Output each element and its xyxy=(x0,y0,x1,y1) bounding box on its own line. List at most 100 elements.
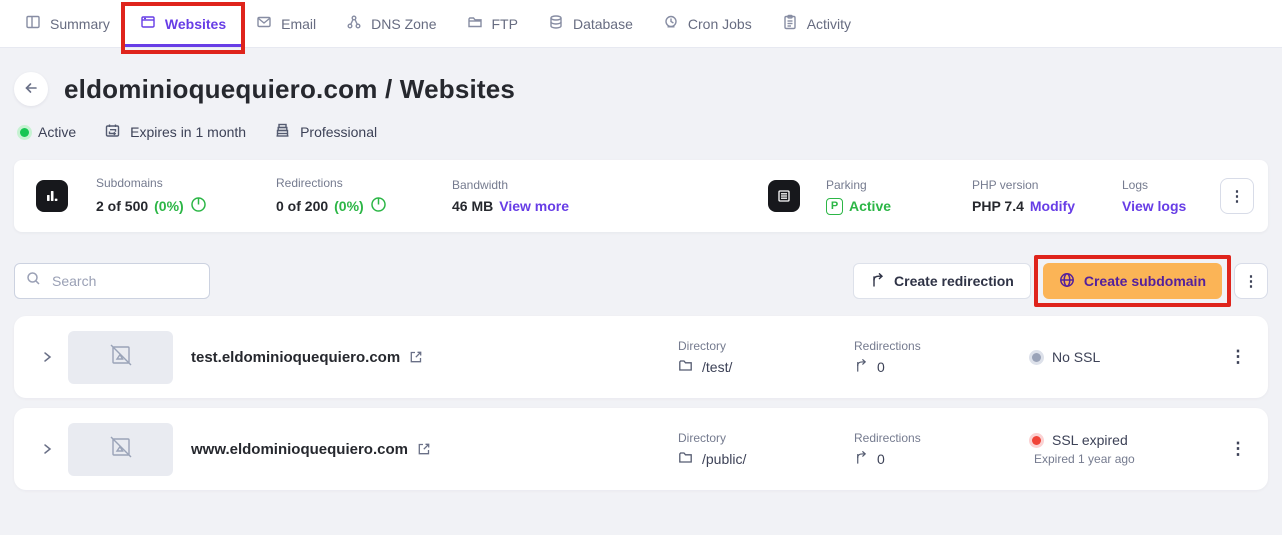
server-icon xyxy=(768,180,800,212)
external-link-icon[interactable] xyxy=(417,442,431,456)
tab-label: FTP xyxy=(491,15,518,32)
tab-label: Websites xyxy=(164,15,227,32)
kebab-icon: ⋮ xyxy=(1229,439,1247,458)
no-image-icon xyxy=(108,342,134,373)
kebab-icon: ⋮ xyxy=(1243,272,1259,290)
usage-stats-card: Subdomains 2 of 500 (0%) Redirections 0 … xyxy=(14,160,1268,232)
cron-jobs-icon xyxy=(663,14,679,33)
domain-badges: Active Expires in 1 month Professional xyxy=(20,122,1260,142)
redirections-stat: Redirections 0 of 200 (0%) xyxy=(276,176,424,216)
directory-cell: Directory /public/ xyxy=(678,431,854,468)
subdomains-label: Subdomains xyxy=(96,176,163,190)
bandwidth-label: Bandwidth xyxy=(452,178,509,192)
redirections-value: 0 xyxy=(877,450,885,467)
ssl-status-dot xyxy=(1032,352,1041,362)
ssl-cell: No SSL xyxy=(1032,349,1218,365)
redirections-cell-label: Redirections xyxy=(854,339,921,353)
php-version-stat: PHP version PHP 7.4 Modify xyxy=(972,178,1096,214)
redirect-arrow-icon xyxy=(854,358,868,375)
ssl-cell: SSL expired Expired 1 year ago xyxy=(1032,432,1218,466)
back-button[interactable] xyxy=(14,72,48,106)
toolbar-kebab-menu-button[interactable]: ⋮ xyxy=(1234,263,1268,299)
tab-dns-zone[interactable]: DNS Zone xyxy=(331,0,451,47)
php-version-label: PHP version xyxy=(972,178,1039,192)
status-badge: Active xyxy=(20,124,76,140)
tab-label: Database xyxy=(572,15,633,32)
websites-toolbar: Create redirection Create subdomain ⋮ xyxy=(14,255,1268,307)
tab-cron-jobs[interactable]: Cron Jobs xyxy=(648,0,767,47)
page-title: eldominioquequiero.com / Websites xyxy=(64,73,516,104)
expand-chevron-icon[interactable] xyxy=(26,442,68,456)
no-image-icon xyxy=(108,434,134,465)
bandwidth-stat: Bandwidth 46 MB View more xyxy=(452,178,572,214)
ssl-status-label: No SSL xyxy=(1052,349,1101,365)
subdomains-value: 2 of 500 xyxy=(96,198,149,214)
external-link-icon[interactable] xyxy=(409,350,423,364)
ssl-expiry-note: Expired 1 year ago xyxy=(1034,452,1135,466)
site-domain: test.eldominioquequiero.com xyxy=(191,349,678,366)
usage-gauge-icon xyxy=(370,196,387,216)
redirect-arrow-icon xyxy=(854,450,868,467)
activity-icon xyxy=(782,14,798,33)
tab-summary[interactable]: Summary xyxy=(10,0,125,47)
expand-chevron-icon[interactable] xyxy=(26,350,68,364)
view-logs-link[interactable]: View logs xyxy=(1122,198,1187,214)
websites-icon xyxy=(140,14,156,33)
stats-kebab-menu-button[interactable]: ⋮ xyxy=(1220,178,1254,214)
row-kebab-menu-button[interactable]: ⋮ xyxy=(1224,438,1253,460)
page-header: eldominioquequiero.com / Websites Active… xyxy=(0,48,1282,142)
calendar-renew-icon xyxy=(104,122,121,142)
subdomains-stat: Subdomains 2 of 500 (0%) xyxy=(96,176,248,216)
create-subdomain-label: Create subdomain xyxy=(1083,273,1206,289)
bandwidth-view-more-link[interactable]: View more xyxy=(499,198,570,214)
parking-label: Parking xyxy=(826,177,867,192)
php-version-value: PHP 7.4 xyxy=(972,198,1024,214)
tab-label: Activity xyxy=(806,15,852,32)
tab-ftp[interactable]: FTP xyxy=(452,0,533,47)
redirections-cell: Redirections 0 xyxy=(854,431,1032,467)
ftp-icon xyxy=(467,14,483,33)
parking-value: Active xyxy=(849,198,892,214)
plan-building-icon xyxy=(274,122,291,142)
create-redirection-button[interactable]: Create redirection xyxy=(853,263,1031,299)
tab-email[interactable]: Email xyxy=(241,0,331,47)
tab-label: Summary xyxy=(50,15,110,32)
redirections-value: 0 xyxy=(877,358,885,375)
dns-zone-icon xyxy=(346,14,362,33)
tab-websites[interactable]: Websites xyxy=(120,0,246,54)
site-thumbnail-placeholder xyxy=(68,330,173,384)
logs-stat: Logs View logs xyxy=(1122,178,1194,214)
redirect-arrow-icon xyxy=(870,272,885,290)
globe-icon xyxy=(1059,272,1075,291)
directory-cell-label: Directory xyxy=(678,430,727,445)
row-kebab-menu-button[interactable]: ⋮ xyxy=(1224,346,1253,368)
status-label: Active xyxy=(38,124,77,140)
redirections-cell-label: Redirections xyxy=(854,431,921,445)
tab-activity[interactable]: Activity xyxy=(767,0,866,47)
ssl-status-label: SSL expired xyxy=(1052,432,1128,448)
kebab-icon: ⋮ xyxy=(1229,347,1247,366)
tab-label: DNS Zone xyxy=(371,15,437,32)
summary-icon xyxy=(25,14,41,33)
search-input[interactable] xyxy=(50,272,198,290)
search-icon xyxy=(26,271,41,291)
directory-value: /public/ xyxy=(702,450,747,467)
directory-cell-label: Directory xyxy=(678,338,727,353)
site-domain: www.eldominioquequiero.com xyxy=(191,441,678,458)
php-modify-link[interactable]: Modify xyxy=(1029,198,1075,214)
search-box[interactable] xyxy=(14,263,210,299)
ssl-status-dot xyxy=(1032,435,1041,445)
create-subdomain-button[interactable]: Create subdomain xyxy=(1033,255,1231,307)
tab-label: Email xyxy=(281,15,317,32)
parking-icon: P xyxy=(826,197,843,215)
kebab-icon: ⋮ xyxy=(1229,187,1245,205)
active-status-dot xyxy=(20,127,29,137)
redirections-value: 0 of 200 xyxy=(276,198,329,214)
redirections-cell: Redirections 0 xyxy=(854,339,1032,375)
redirections-label: Redirections xyxy=(276,176,343,190)
folder-icon xyxy=(678,358,693,376)
tab-database[interactable]: Database xyxy=(533,0,648,47)
bandwidth-value: 46 MB xyxy=(452,198,494,214)
website-row: www.eldominioquequiero.com Directory /pu… xyxy=(14,408,1268,490)
logs-label: Logs xyxy=(1122,178,1149,192)
